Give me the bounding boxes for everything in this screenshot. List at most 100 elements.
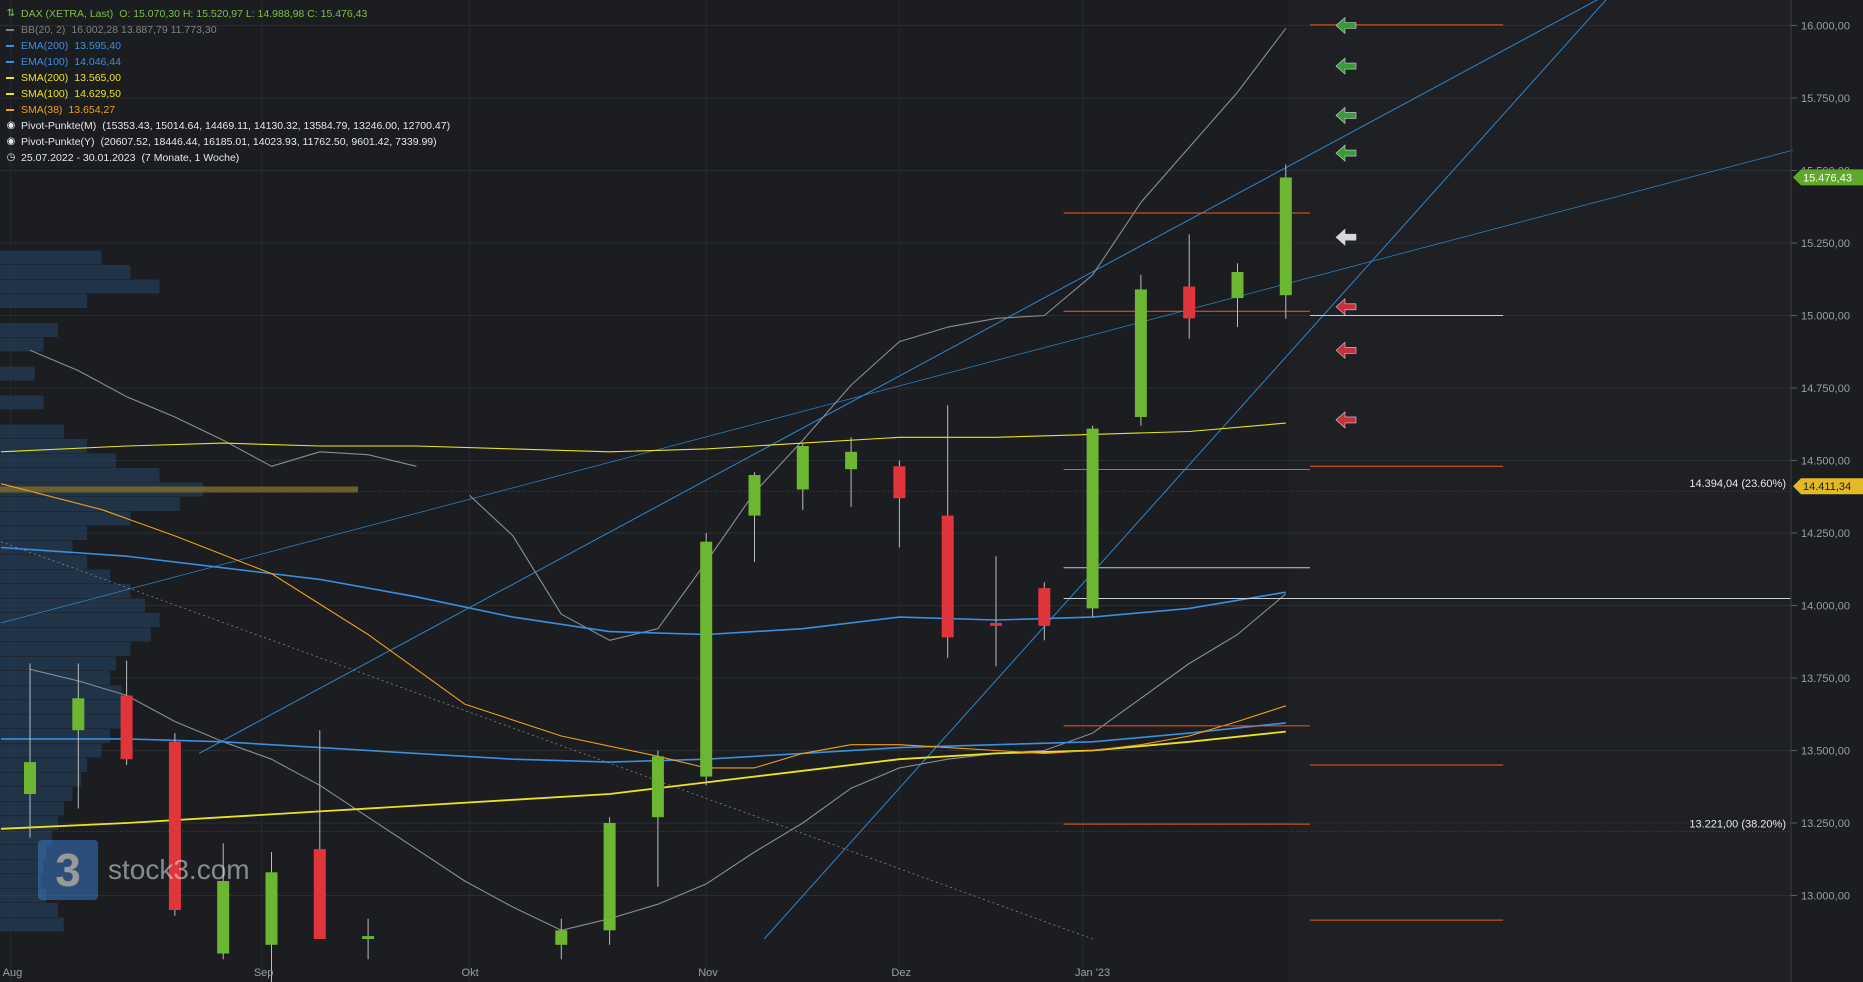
volume-bar (0, 859, 44, 874)
legend-values: 14.629,50 (74, 88, 121, 100)
candle-up (555, 930, 568, 945)
volume-bar (0, 366, 35, 381)
volume-bar (0, 613, 160, 627)
candles (24, 164, 1292, 982)
candle-up (1134, 289, 1147, 417)
legend-row[interactable]: ◷ 25.07.2022 - 30.01.2023 (7 Monate, 1 Woc… (6, 150, 450, 166)
stock3-logo: 3 (38, 840, 98, 900)
line-bb-20-2- (469, 28, 1287, 641)
y-tick-label: 15.750,00 (1801, 93, 1850, 105)
legend-row[interactable]: SMA(100) 14.629,50 (6, 86, 450, 102)
candle-up (1086, 428, 1099, 609)
volume-bar (0, 323, 58, 337)
price-tag (1793, 478, 1863, 495)
y-tick-label: 15.000,00 (1801, 311, 1850, 323)
legend-label: 25.07.2022 - 30.01.2023 (21, 152, 136, 164)
y-axis: 13.000,00 13.250,00 13.500,00 13.750,00 14.0… (1791, 21, 1850, 903)
signal-arrow-icon (1335, 144, 1357, 162)
legend-values: O: 15.070,30 H: 15.520,97 L: 14.988,98 C… (119, 8, 368, 20)
x-tick-label: Jan '23 (1075, 967, 1110, 979)
candle-down (893, 466, 906, 499)
y-tick-label: 13.750,00 (1801, 673, 1850, 685)
volume-bar (0, 642, 131, 656)
candle-down (1038, 588, 1051, 626)
volume-bar (0, 772, 82, 787)
candle-down (941, 515, 954, 638)
line-bb-20-2- (29, 349, 417, 467)
legend-values: 13.565,00 (74, 72, 121, 84)
legend-label: EMA(100) (21, 56, 69, 68)
y-tick-label: 14.250,00 (1801, 528, 1850, 540)
volume-bar (0, 439, 87, 453)
price-tags: 15.476,43 14.411,34 (1793, 169, 1863, 495)
x-tick-label: Dez (891, 967, 911, 979)
y-tick-label: 14.000,00 (1801, 601, 1850, 613)
volume-bar (0, 511, 131, 526)
y-tick-label: 13.500,00 (1801, 746, 1850, 758)
volume-bar (0, 656, 116, 671)
legend-label: DAX (XETRA, Last) (21, 8, 114, 20)
y-tick-label: 13.250,00 (1801, 818, 1850, 830)
volume-bar (0, 801, 64, 816)
legend-row[interactable]: ◉ Pivot-Punkte(M) (15353.43, 15014.64, 144… (6, 118, 450, 134)
legend-values: (15353.43, 15014.64, 14469.11, 14130.32,… (102, 120, 451, 132)
volume-bar (0, 279, 160, 294)
fib-label: 13.221,00 (38.20%) (1689, 818, 1786, 830)
watermark: 3 stock3.com (38, 840, 250, 900)
candle-up (72, 698, 85, 731)
candle-up (24, 762, 36, 794)
legend-row[interactable]: ◉ Pivot-Punkte(Y) (20607.52, 18446.44, 161… (6, 134, 450, 150)
candle-down (313, 849, 326, 939)
volume-bar (0, 337, 44, 352)
legend-label: EMA(200) (21, 40, 69, 52)
legend-values: 13.654,27 (68, 104, 116, 116)
signal-arrow-icon (1335, 298, 1357, 316)
signal-arrow-icon (1335, 106, 1357, 125)
price-tag-label: 15.476,43 (1803, 172, 1852, 184)
legend-values: 16.002,28 13.887,79 11.773,30 (71, 24, 217, 36)
legend-row[interactable]: SMA(200) 13.565,00 (6, 70, 450, 86)
signal-arrow-icon (1335, 341, 1357, 359)
legend-row[interactable]: EMA(100) 14.046,44 (6, 54, 450, 70)
legend-label: BB(20, 2) (21, 24, 66, 36)
volume-bar (0, 395, 44, 410)
watermark-text: stock3.com (108, 854, 250, 885)
legend-label: SMA(200) (21, 72, 69, 84)
volume-bar (0, 453, 116, 468)
line-sma-38- (0, 483, 1286, 769)
legend-values: 13.595,40 (74, 40, 121, 52)
candle-up (1231, 272, 1244, 299)
pivot-levels (1063, 24, 1791, 921)
volume-bar (0, 424, 64, 439)
legend-row[interactable]: SMA(38) 13.654,27 (6, 102, 450, 118)
candle-up (845, 451, 858, 470)
fibonacci-levels: 14.394,04 (23.60%) 13.221,00 (38.20%) (0, 478, 1791, 832)
y-tick-label: 15.250,00 (1801, 238, 1850, 250)
volume-bar (0, 671, 111, 685)
legend-values: 14.046,44 (74, 56, 121, 68)
volume-bar (0, 497, 180, 511)
y-tick-label: 14.750,00 (1801, 383, 1850, 395)
legend-swatch (6, 61, 14, 63)
x-tick-label: Okt (462, 967, 479, 979)
legend-row[interactable]: BB(20, 2) 16.002,28 13.887,79 11.773,30 (6, 22, 450, 38)
candle-up (1279, 177, 1292, 296)
trendline (0, 149, 1794, 624)
trendline (0, 541, 1093, 940)
volume-bar (0, 903, 58, 917)
legend-row[interactable]: ⇅ DAX (XETRA, Last) O: 15.070,30 H: 15.520… (6, 6, 450, 22)
volume-bar (0, 787, 73, 801)
legend-swatch (6, 77, 14, 79)
volume-bar (0, 758, 87, 772)
legend-row[interactable]: EMA(200) 13.595,40 (6, 38, 450, 54)
chart-legend: ⇅ DAX (XETRA, Last) O: 15.070,30 H: 15.520… (6, 6, 450, 166)
trendline (763, 0, 1607, 940)
volume-bar (0, 584, 131, 598)
signal-arrow-icon (1335, 228, 1357, 246)
volume-bar (0, 294, 87, 308)
legend-swatch (6, 29, 14, 31)
volume-bar (0, 250, 102, 265)
candle-up (362, 936, 375, 939)
legend-label: Pivot-Punkte(M) (21, 120, 97, 132)
